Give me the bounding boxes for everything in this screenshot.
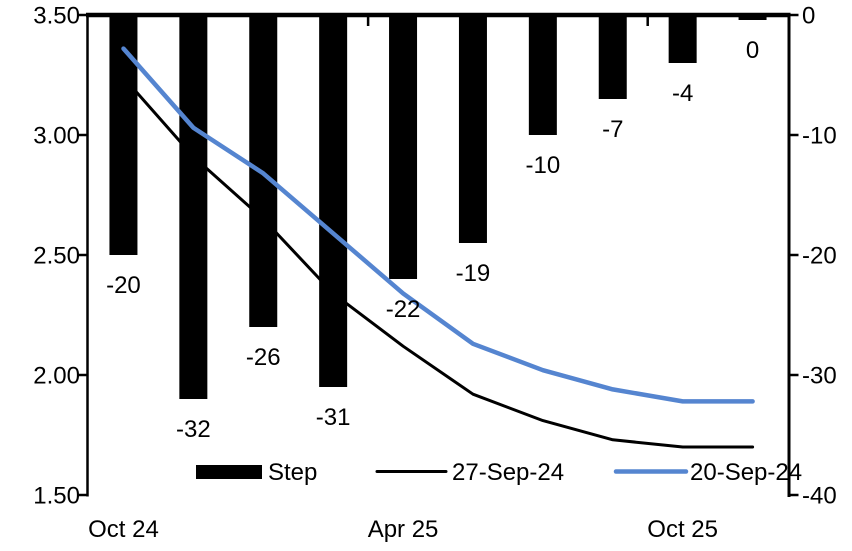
step-bar [389, 15, 418, 279]
right-axis-tick-label: -10 [802, 123, 837, 150]
bar-value-label: -19 [456, 260, 491, 287]
step-bar [528, 15, 557, 135]
step-bar [458, 15, 487, 243]
bar-value-label: -26 [246, 344, 281, 371]
bar-value-label: -7 [602, 116, 623, 143]
left-axis-tick-label: 2.00 [33, 363, 80, 390]
left-axis-tick-label: 3.50 [33, 3, 80, 30]
legend-step-swatch [196, 465, 262, 479]
right-axis-tick-label: -40 [802, 483, 837, 510]
bar-value-label: 0 [746, 37, 759, 64]
line-27-sep-24 [122, 75, 755, 449]
bar-value-label: -31 [316, 404, 351, 431]
right-axis-tick-label: 0 [802, 3, 815, 30]
left-axis-tick-label: 2.50 [33, 243, 80, 270]
legend-step-label: Step [268, 459, 317, 486]
step-bar [738, 15, 767, 20]
right-axis-tick-label: -30 [802, 363, 837, 390]
step-bar [598, 15, 627, 99]
bar-value-label: -4 [672, 80, 693, 107]
left-axis-tick-label: 1.50 [33, 483, 80, 510]
right-axis-tick-label: -20 [802, 243, 837, 270]
bar-value-label: -10 [526, 152, 561, 179]
line-20-sep-24 [121, 46, 755, 404]
x-axis-label: Apr 25 [368, 516, 439, 543]
step-bar [668, 15, 697, 63]
bar-value-label: -22 [386, 296, 421, 323]
step-bar [109, 15, 138, 255]
bar-value-label: -20 [106, 272, 141, 299]
x-axis-label: Oct 24 [88, 516, 159, 543]
bar-value-label: -32 [176, 416, 211, 443]
step-bar [179, 15, 208, 399]
legend-20-sep-24-label: 20-Sep-24 [690, 459, 802, 486]
left-axis-tick-label: 3.00 [33, 123, 80, 150]
step-bar [319, 15, 348, 387]
x-axis-label: Oct 25 [647, 516, 718, 543]
legend-27-sep-24-label: 27-Sep-24 [452, 459, 564, 486]
